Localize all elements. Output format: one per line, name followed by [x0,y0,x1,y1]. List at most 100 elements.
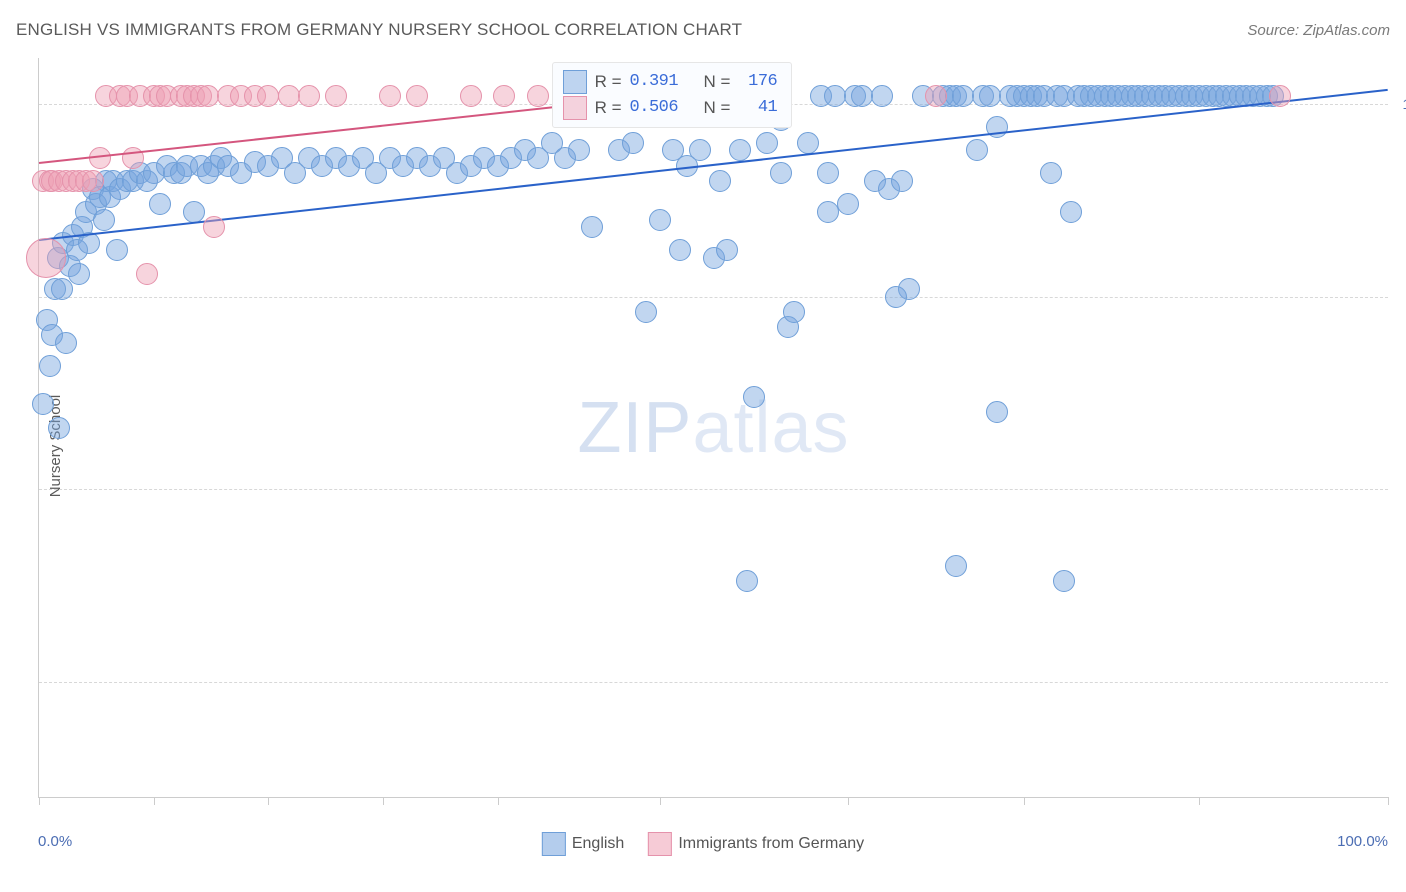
plot-area: ZIPatlas 92.5%95.0%97.5%100.0%R = 0.391 … [38,58,1388,798]
data-point [669,239,691,261]
legend-n-label: N = [704,95,731,121]
data-point [325,85,347,107]
source-name: ZipAtlas.com [1303,22,1390,39]
data-point [48,417,70,439]
legend-swatch [563,96,587,120]
data-point [298,85,320,107]
gridline [39,682,1388,683]
x-tick [498,797,499,805]
x-tick [1388,797,1389,805]
legend-r-value: 0.391 [630,69,679,95]
data-point [493,85,515,107]
watermark-prefix: ZIP [577,388,692,468]
legend-r-label: R = [595,95,622,121]
data-point [1040,162,1062,184]
data-point [783,301,805,323]
x-axis-left-label: 0.0% [38,833,72,850]
data-point [106,239,128,261]
x-tick [660,797,661,805]
gridline [39,489,1388,490]
legend-n-value: 41 [738,95,777,121]
data-point [379,85,401,107]
data-point [952,85,974,107]
data-point [729,139,751,161]
data-point [1060,201,1082,223]
data-point [649,209,671,231]
data-point [26,238,66,278]
data-point [460,85,482,107]
legend-item: Immigrants from Germany [648,832,864,856]
data-point [824,85,846,107]
data-point [716,239,738,261]
data-point [32,393,54,415]
data-point [979,85,1001,107]
data-point [817,162,839,184]
y-tick-label: 100.0% [1403,96,1406,112]
x-tick [848,797,849,805]
legend-label: English [572,835,624,852]
data-point [885,286,907,308]
data-point [689,139,711,161]
legend-r-value: 0.506 [630,95,679,121]
data-point [797,132,819,154]
data-point [406,85,428,107]
watermark-suffix: atlas [692,388,849,468]
source-label: Source: ZipAtlas.com [1247,22,1390,39]
data-point [945,555,967,577]
data-point [203,216,225,238]
data-point [966,139,988,161]
chart-title: ENGLISH VS IMMIGRANTS FROM GERMANY NURSE… [16,20,742,40]
data-point [756,132,778,154]
legend-stats: R = 0.391 N = 176R = 0.506 N = 41 [552,62,793,128]
data-point [51,278,73,300]
x-tick [39,797,40,805]
data-point [709,170,731,192]
data-point [581,216,603,238]
data-point [278,85,300,107]
data-point [55,332,77,354]
data-point [635,301,657,323]
x-tick [1024,797,1025,805]
data-point [568,139,590,161]
data-point [770,162,792,184]
data-point [1269,85,1291,107]
legend-row: R = 0.391 N = 176 [563,69,778,95]
x-tick [383,797,384,805]
data-point [82,170,104,192]
data-point [39,355,61,377]
data-point [891,170,913,192]
data-point [851,85,873,107]
source-prefix: Source: [1247,22,1303,39]
data-point [136,263,158,285]
legend-label: Immigrants from Germany [678,835,864,852]
data-point [622,132,644,154]
x-tick [268,797,269,805]
legend-swatch [542,832,566,856]
data-point [925,85,947,107]
data-point [1053,570,1075,592]
legend-r-label: R = [595,69,622,95]
data-point [743,386,765,408]
data-point [149,193,171,215]
x-axis-right-label: 100.0% [1337,833,1388,850]
data-point [527,85,549,107]
watermark: ZIPatlas [577,387,849,469]
x-tick [154,797,155,805]
legend-n-label: N = [704,69,731,95]
gridline [39,297,1388,298]
data-point [257,85,279,107]
data-point [197,85,219,107]
legend-n-value: 176 [738,69,777,95]
legend-item: English [542,832,624,856]
legend-swatch [648,832,672,856]
bottom-legend: English Immigrants from Germany [542,832,864,856]
data-point [817,201,839,223]
data-point [736,570,758,592]
data-point [68,263,90,285]
x-tick [1199,797,1200,805]
data-point [986,401,1008,423]
data-point [837,193,859,215]
data-point [871,85,893,107]
legend-swatch [563,70,587,94]
data-point [93,209,115,231]
